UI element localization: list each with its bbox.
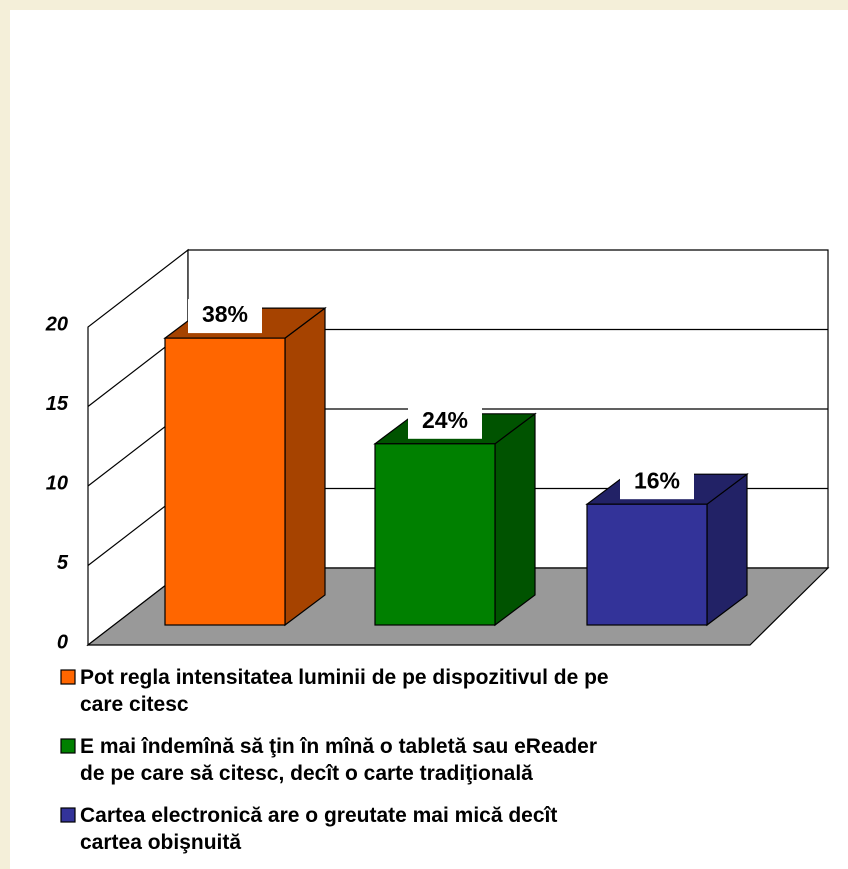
legend-label: Cartea electronică are o greutate mai mi… [80, 804, 557, 827]
label-box [188, 299, 262, 334]
y-tick-label: 20 [45, 313, 68, 335]
bar-side [494, 412, 536, 627]
value-label: 38% [202, 301, 248, 327]
label-box [408, 404, 482, 439]
bar-side [284, 306, 326, 627]
value-label: 16% [634, 467, 680, 493]
y-tick-label: 0 [57, 631, 68, 653]
bar-front [586, 503, 708, 626]
legend-label: E mai îndemînă să ţin în mînă o tabletă … [80, 735, 597, 758]
legend-swatch [60, 738, 76, 754]
label-box [620, 465, 694, 500]
bar-front [374, 443, 496, 626]
legend-label: cartea obişnuită [80, 831, 241, 854]
bar-front [164, 337, 286, 626]
y-tick-label: 5 [57, 552, 69, 574]
value-label: 24% [422, 407, 468, 433]
legend-swatch [60, 669, 76, 685]
y-tick-label: 10 [46, 472, 68, 494]
legend-label: de pe care să citesc, decît o carte trad… [80, 762, 533, 785]
legend-swatch [60, 807, 76, 823]
bar [373, 412, 537, 627]
legend-label: care citesc [80, 693, 189, 716]
bar [163, 306, 327, 627]
legend-label: Pot regla intensitatea luminii de pe dis… [80, 666, 609, 689]
y-tick-label: 15 [46, 393, 69, 415]
